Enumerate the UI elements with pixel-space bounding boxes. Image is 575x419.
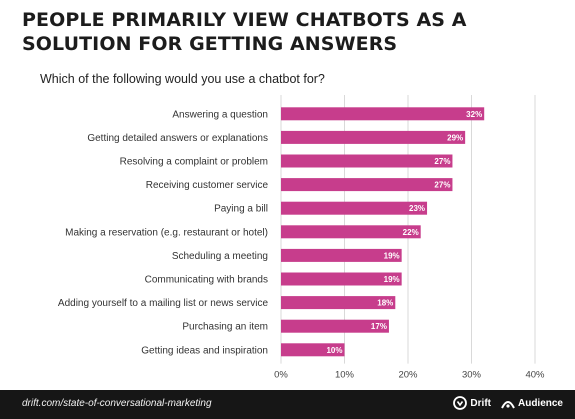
data-label: 23% [409, 204, 425, 213]
data-label: 29% [447, 133, 463, 142]
bar [281, 178, 453, 192]
audience-brand-label: Audience [517, 397, 563, 409]
bar [281, 296, 396, 310]
source-link[interactable]: drift.com/state-of-conversational-market… [22, 398, 212, 409]
chart-title: PEOPLE PRIMARILY VIEW CHATBOTS AS A SOLU… [22, 9, 467, 55]
category-label: Adding yourself to a mailing list or new… [58, 298, 269, 309]
data-label: 19% [384, 251, 400, 260]
bar [281, 154, 453, 168]
data-label: 19% [384, 275, 400, 284]
data-label: 32% [466, 110, 482, 119]
category-label: Getting ideas and inspiration [141, 345, 268, 356]
data-label: 22% [403, 228, 419, 237]
data-label: 10% [326, 346, 342, 355]
x-tick-label: 40% [525, 370, 545, 381]
bar [281, 272, 402, 286]
x-tick-label: 30% [462, 370, 482, 381]
bar [281, 130, 466, 144]
category-label: Resolving a complaint or problem [120, 157, 268, 168]
data-label: 18% [377, 299, 393, 308]
data-label: 27% [434, 181, 450, 190]
x-tick-label: 10% [335, 370, 355, 381]
category-label: Communicating with brands [145, 275, 268, 286]
bar-chart: 0% 10% 20% 30% 40% Answering a question 32% Get… [58, 95, 545, 381]
bar [281, 319, 389, 333]
category-label: Scheduling a meeting [172, 251, 268, 262]
category-label: Paying a bill [214, 204, 268, 215]
category-label: Getting detailed answers or explanations [87, 133, 268, 144]
brand-logos: Drift Audience [453, 396, 563, 410]
bar [281, 225, 421, 239]
bar [281, 343, 345, 357]
drift-brand-label: Drift [470, 397, 491, 409]
audience-brand: Audience [501, 396, 563, 410]
audience-logo-icon [501, 401, 515, 409]
drift-brand: Drift [453, 396, 491, 410]
category-label: Answering a question [172, 109, 268, 120]
data-label: 17% [371, 322, 387, 331]
x-tick-label: 20% [398, 370, 418, 381]
bar [281, 201, 428, 215]
chart-subtitle: Which of the following would you use a c… [40, 72, 325, 86]
bar [281, 107, 485, 121]
drift-logo-icon [453, 396, 468, 410]
x-tick-label: 0% [274, 370, 288, 381]
category-label: Purchasing an item [182, 322, 268, 333]
footer-bar: drift.com/state-of-conversational-market… [0, 390, 575, 419]
category-label: Receiving customer service [146, 180, 269, 191]
category-label: Making a reservation (e.g. restaurant or… [65, 227, 268, 238]
data-label: 27% [434, 157, 450, 166]
bar [281, 248, 402, 262]
